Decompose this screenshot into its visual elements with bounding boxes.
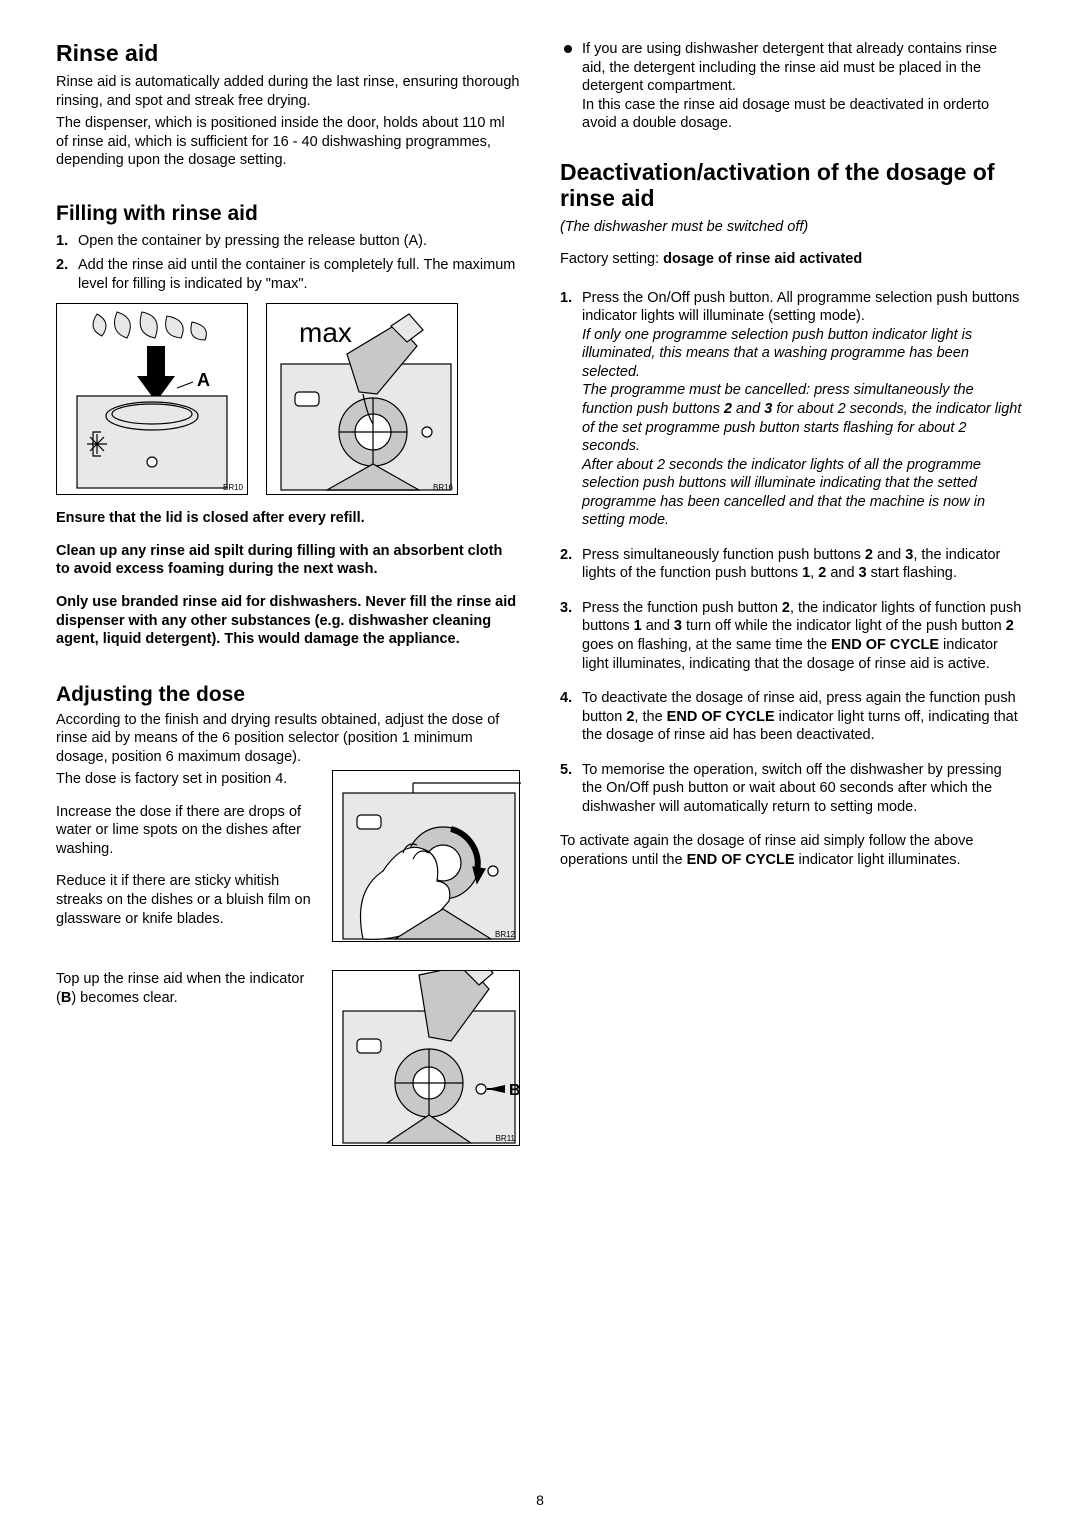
deact-step-1-it1: If only one programme selection push but…: [582, 327, 972, 380]
right-column: If you are using dishwasher detergent th…: [560, 40, 1024, 1146]
heading-adjust: Adjusting the dose: [56, 683, 520, 707]
deact-step-1-it2: The programme must be cancelled: press s…: [582, 382, 1021, 454]
rinse-aid-p1: Rinse aid is automatically added during …: [56, 73, 520, 110]
deact-step-1-it3: After about 2 seconds the indicator ligh…: [582, 457, 985, 529]
fill-step-1: Open the container by pressing the relea…: [56, 232, 520, 251]
topup-text: Top up the rinse aid when the indicator …: [56, 970, 316, 1007]
adjust-p1: According to the finish and drying resul…: [56, 711, 520, 767]
figure-label-A: A: [197, 370, 210, 390]
left-column: Rinse aid Rinse aid is automatically add…: [56, 40, 520, 1146]
deact-step-1: Press the On/Off push button. All progra…: [560, 289, 1024, 530]
deact-step-4: To deactivate the dosage of rinse aid, p…: [560, 689, 1024, 745]
figure-br12: BR12: [332, 770, 520, 942]
figure-label-B: B: [509, 1082, 521, 1099]
right-bullet-list: If you are using dishwasher detergent th…: [560, 40, 1024, 133]
warning-2: Clean up any rinse aid spilt during fill…: [56, 542, 520, 579]
deact-step-2: Press simultaneously function push butto…: [560, 546, 1024, 583]
figure-caption-br16: BR16: [433, 483, 453, 492]
deact-closing: To activate again the dosage of rinse ai…: [560, 832, 1024, 869]
page-number: 8: [0, 1492, 1080, 1508]
warning-3: Only use branded rinse aid for dishwashe…: [56, 593, 520, 649]
rinse-aid-p2: The dispenser, which is positioned insid…: [56, 114, 520, 170]
deact-steps: Press the On/Off push button. All progra…: [560, 289, 1024, 817]
adjust-p3: Increase the dose if there are drops of …: [56, 803, 316, 859]
figure-caption-br11: BR11: [496, 1134, 515, 1143]
deact-step-5: To memorise the operation, switch off th…: [560, 761, 1024, 817]
figure-br11: B BR11: [332, 970, 520, 1146]
figure-row-1: A BR10: [56, 303, 520, 495]
deact-subtitle: (The dishwasher must be switched off): [560, 218, 1024, 237]
deact-step-3: Press the function push button 2, the in…: [560, 599, 1024, 673]
figure-caption-br10: BR10: [223, 483, 243, 492]
right-bullet-1: If you are using dishwasher detergent th…: [560, 40, 1024, 133]
figure-br16: max: [266, 303, 458, 495]
adjust-p2: The dose is factory set in position 4.: [56, 770, 316, 789]
figure-caption-br12: BR12: [495, 930, 515, 939]
factory-setting: Factory setting: dosage of rinse aid act…: [560, 250, 1024, 269]
heading-deactivation: Deactivation/activation of the dosage of…: [560, 159, 1024, 212]
fill-step-2: Add the rinse aid until the container is…: [56, 256, 520, 293]
warning-1: Ensure that the lid is closed after ever…: [56, 509, 520, 528]
figure-br10: A BR10: [56, 303, 248, 495]
figure-label-max: max: [299, 317, 352, 348]
filling-steps: Open the container by pressing the relea…: [56, 232, 520, 294]
deact-step-1-main: Press the On/Off push button. All progra…: [582, 290, 1019, 325]
heading-filling: Filling with rinse aid: [56, 202, 520, 226]
adjust-p4: Reduce it if there are sticky whitish st…: [56, 872, 316, 928]
heading-rinse-aid: Rinse aid: [56, 40, 520, 67]
